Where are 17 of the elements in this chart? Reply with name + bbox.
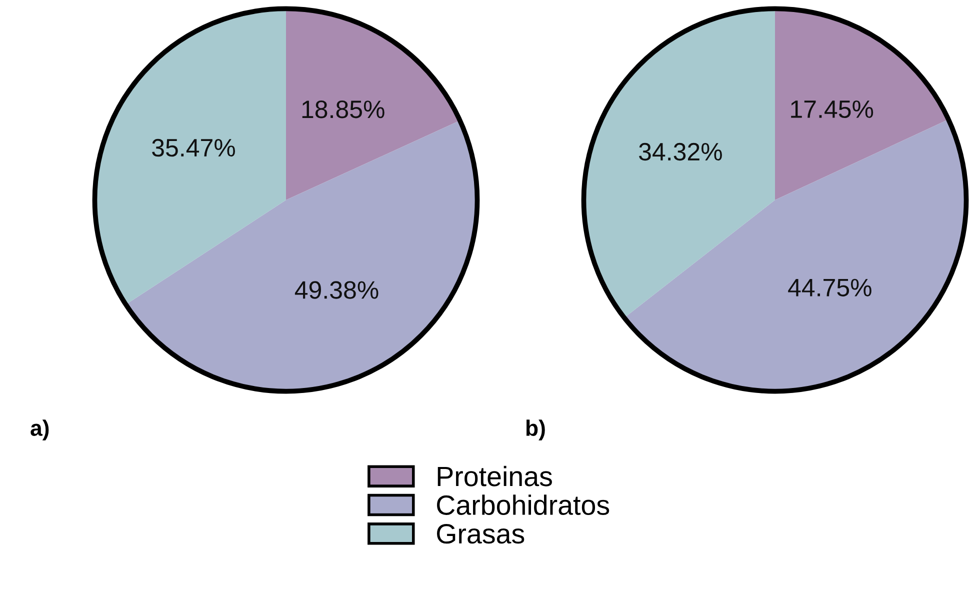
pie-slice	[94, 8, 286, 305]
pie-slice	[775, 8, 948, 200]
text: b)	[526, 420, 545, 440]
data-label: 34.32%	[639, 142, 722, 161]
pie-slice	[584, 8, 775, 318]
data-label: 35.47%	[152, 138, 235, 157]
data-label: 44.75%	[788, 278, 872, 296]
legend-label: Grasas	[437, 524, 524, 544]
legend-label: Carbohidratos	[437, 494, 610, 515]
pie-slice	[286, 8, 460, 200]
data-label: 18.85%	[302, 100, 384, 118]
legend-label: Proteinas	[438, 466, 552, 486]
text: a)	[30, 420, 49, 440]
pie-slice	[126, 120, 478, 392]
data-label: 17.45%	[791, 100, 874, 118]
pie-slice	[624, 119, 966, 392]
data-label: 49.38%	[294, 281, 378, 299]
